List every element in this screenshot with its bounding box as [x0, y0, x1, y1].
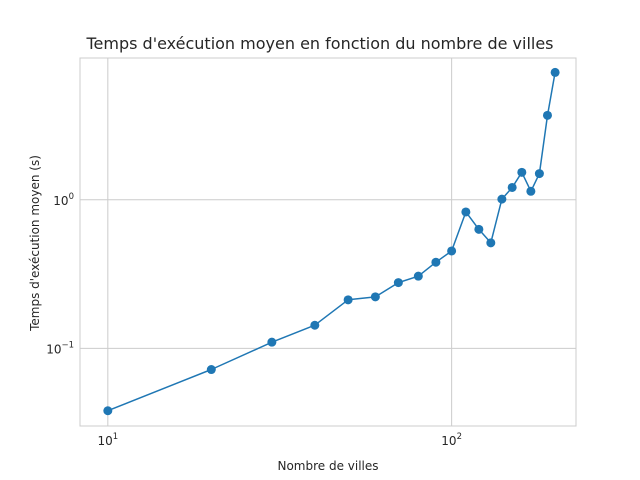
y-tick-exponent: 0 — [69, 192, 74, 202]
data-point — [370, 292, 380, 302]
data-point — [393, 278, 403, 288]
data-point — [517, 167, 527, 177]
y-tick-base: 10 — [53, 194, 68, 208]
plot-frame — [79, 57, 577, 427]
grid — [80, 58, 576, 426]
data-point — [206, 365, 216, 375]
x-tick-label: 101 — [97, 432, 118, 448]
x-tick-exponent: 2 — [457, 432, 462, 442]
data-point — [507, 182, 517, 192]
data-point — [413, 271, 423, 281]
series-layer — [103, 67, 560, 416]
data-point — [310, 320, 320, 330]
data-point — [534, 169, 544, 179]
data-point — [497, 194, 507, 204]
x-tick-base: 10 — [441, 434, 456, 448]
data-point — [447, 246, 457, 256]
data-point — [343, 295, 353, 305]
y-axis-label: Temps d'exécution moyen (s) — [28, 155, 42, 332]
data-point — [550, 67, 560, 77]
data-point — [526, 186, 536, 196]
x-tick-base: 10 — [97, 434, 112, 448]
chart-title: Temps d'exécution moyen en fonction du n… — [85, 34, 553, 53]
y-tick-label: 100 — [53, 192, 74, 208]
data-point — [431, 257, 441, 267]
y-tick-base: 10 — [46, 342, 61, 356]
x-tick-label: 102 — [441, 432, 462, 448]
y-tick-exponent: −1 — [61, 340, 74, 350]
y-tick-label: 10−1 — [46, 340, 74, 356]
data-point — [267, 337, 277, 347]
x-axis-label: Nombre de villes — [277, 459, 378, 473]
data-point — [474, 224, 484, 234]
data-point — [461, 207, 471, 217]
data-point — [542, 110, 552, 120]
data-point — [486, 238, 496, 248]
x-tick-exponent: 1 — [113, 432, 118, 442]
data-point — [103, 406, 113, 416]
